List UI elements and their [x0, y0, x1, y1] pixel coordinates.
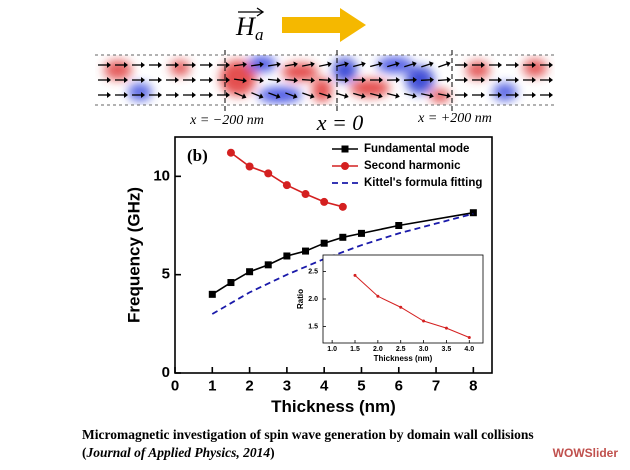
data-point [283, 252, 291, 260]
x-tick-label: 2 [245, 377, 253, 394]
caption-journal: Journal of Applied Physics, 2014 [86, 445, 271, 460]
x-tick-label: 3 [283, 377, 291, 394]
x-tick-label: 1 [208, 377, 216, 394]
data-point [302, 247, 310, 255]
simulation-strip [95, 55, 555, 105]
x-axis-label: Thickness (nm) [271, 397, 396, 416]
field-label: H a [235, 7, 265, 44]
data-point [264, 261, 272, 269]
data-point [338, 202, 347, 211]
x-tick-label: 3.0 [419, 346, 429, 353]
data-point [320, 197, 329, 206]
x-tick-label: 0 [171, 377, 179, 394]
data-point [245, 162, 254, 171]
figure: H a x = −200 nm x = 0 x = +2 [95, 7, 555, 416]
data-point [282, 181, 291, 190]
series-line [354, 274, 470, 338]
legend-marker [341, 162, 349, 170]
x-tick-label: 8 [469, 377, 477, 394]
data-point [208, 290, 216, 298]
data-point [357, 229, 365, 237]
x-tick-label: 4 [320, 377, 329, 394]
legend-label: Second harmonic [364, 160, 461, 172]
x-tick-label: 3.5 [442, 346, 452, 353]
data-point [339, 233, 347, 241]
data-point [422, 319, 426, 323]
legend-label: Kittel's formula fitting [364, 177, 482, 189]
x-tick-label: 1.5 [350, 346, 360, 353]
y-tick-label: 1.5 [308, 323, 318, 330]
x-tick-label: 2.5 [396, 346, 406, 353]
x-tick-label: 5 [357, 377, 365, 394]
field-symbol: H [235, 12, 256, 41]
data-point [264, 169, 273, 178]
y-axis-label: Ratio [296, 289, 305, 309]
x-tick-label: 4.0 [464, 346, 474, 353]
data-point [246, 268, 254, 276]
series-line [211, 212, 474, 315]
data-point [301, 190, 310, 199]
data-point [320, 239, 328, 247]
y-tick-label: 2.5 [308, 268, 318, 275]
y-tick-label: 2.0 [308, 296, 318, 303]
legend-marker [341, 145, 349, 153]
position-label: x = 0 [316, 110, 364, 135]
position-label: x = +200 nm [417, 111, 492, 126]
data-point [353, 273, 357, 277]
data-point [467, 336, 471, 339]
data-point [227, 279, 235, 287]
y-tick-label: 5 [162, 266, 170, 283]
field-subscript: a [255, 25, 264, 44]
plot-frame [322, 254, 484, 344]
x-tick-label: 7 [432, 377, 440, 394]
caption-text: Micromagnetic investigation of spin wave… [82, 427, 534, 460]
x-tick-label: 1.0 [327, 346, 337, 353]
x-tick-label: 6 [395, 377, 403, 394]
data-point [376, 294, 380, 298]
caption-text: ) [270, 445, 275, 460]
panel-label: (b) [187, 146, 208, 165]
caption: Micromagnetic investigation of spin wave… [82, 426, 572, 462]
legend-label: Fundamental mode [364, 143, 469, 155]
y-axis-label: Frequency (GHz) [124, 187, 143, 323]
data-point [469, 209, 477, 217]
data-point [444, 326, 448, 330]
field-arrow [282, 8, 366, 42]
data-point [226, 148, 235, 157]
data-point [395, 222, 403, 229]
y-tick-label: 0 [162, 364, 170, 381]
x-tick-label: 2.0 [373, 346, 383, 353]
data-point [399, 305, 403, 309]
watermark: WOWSlider [552, 446, 618, 460]
position-label: x = −200 nm [189, 113, 264, 128]
x-axis-label: Thickness (nm) [374, 354, 433, 363]
y-tick-label: 10 [153, 167, 170, 184]
